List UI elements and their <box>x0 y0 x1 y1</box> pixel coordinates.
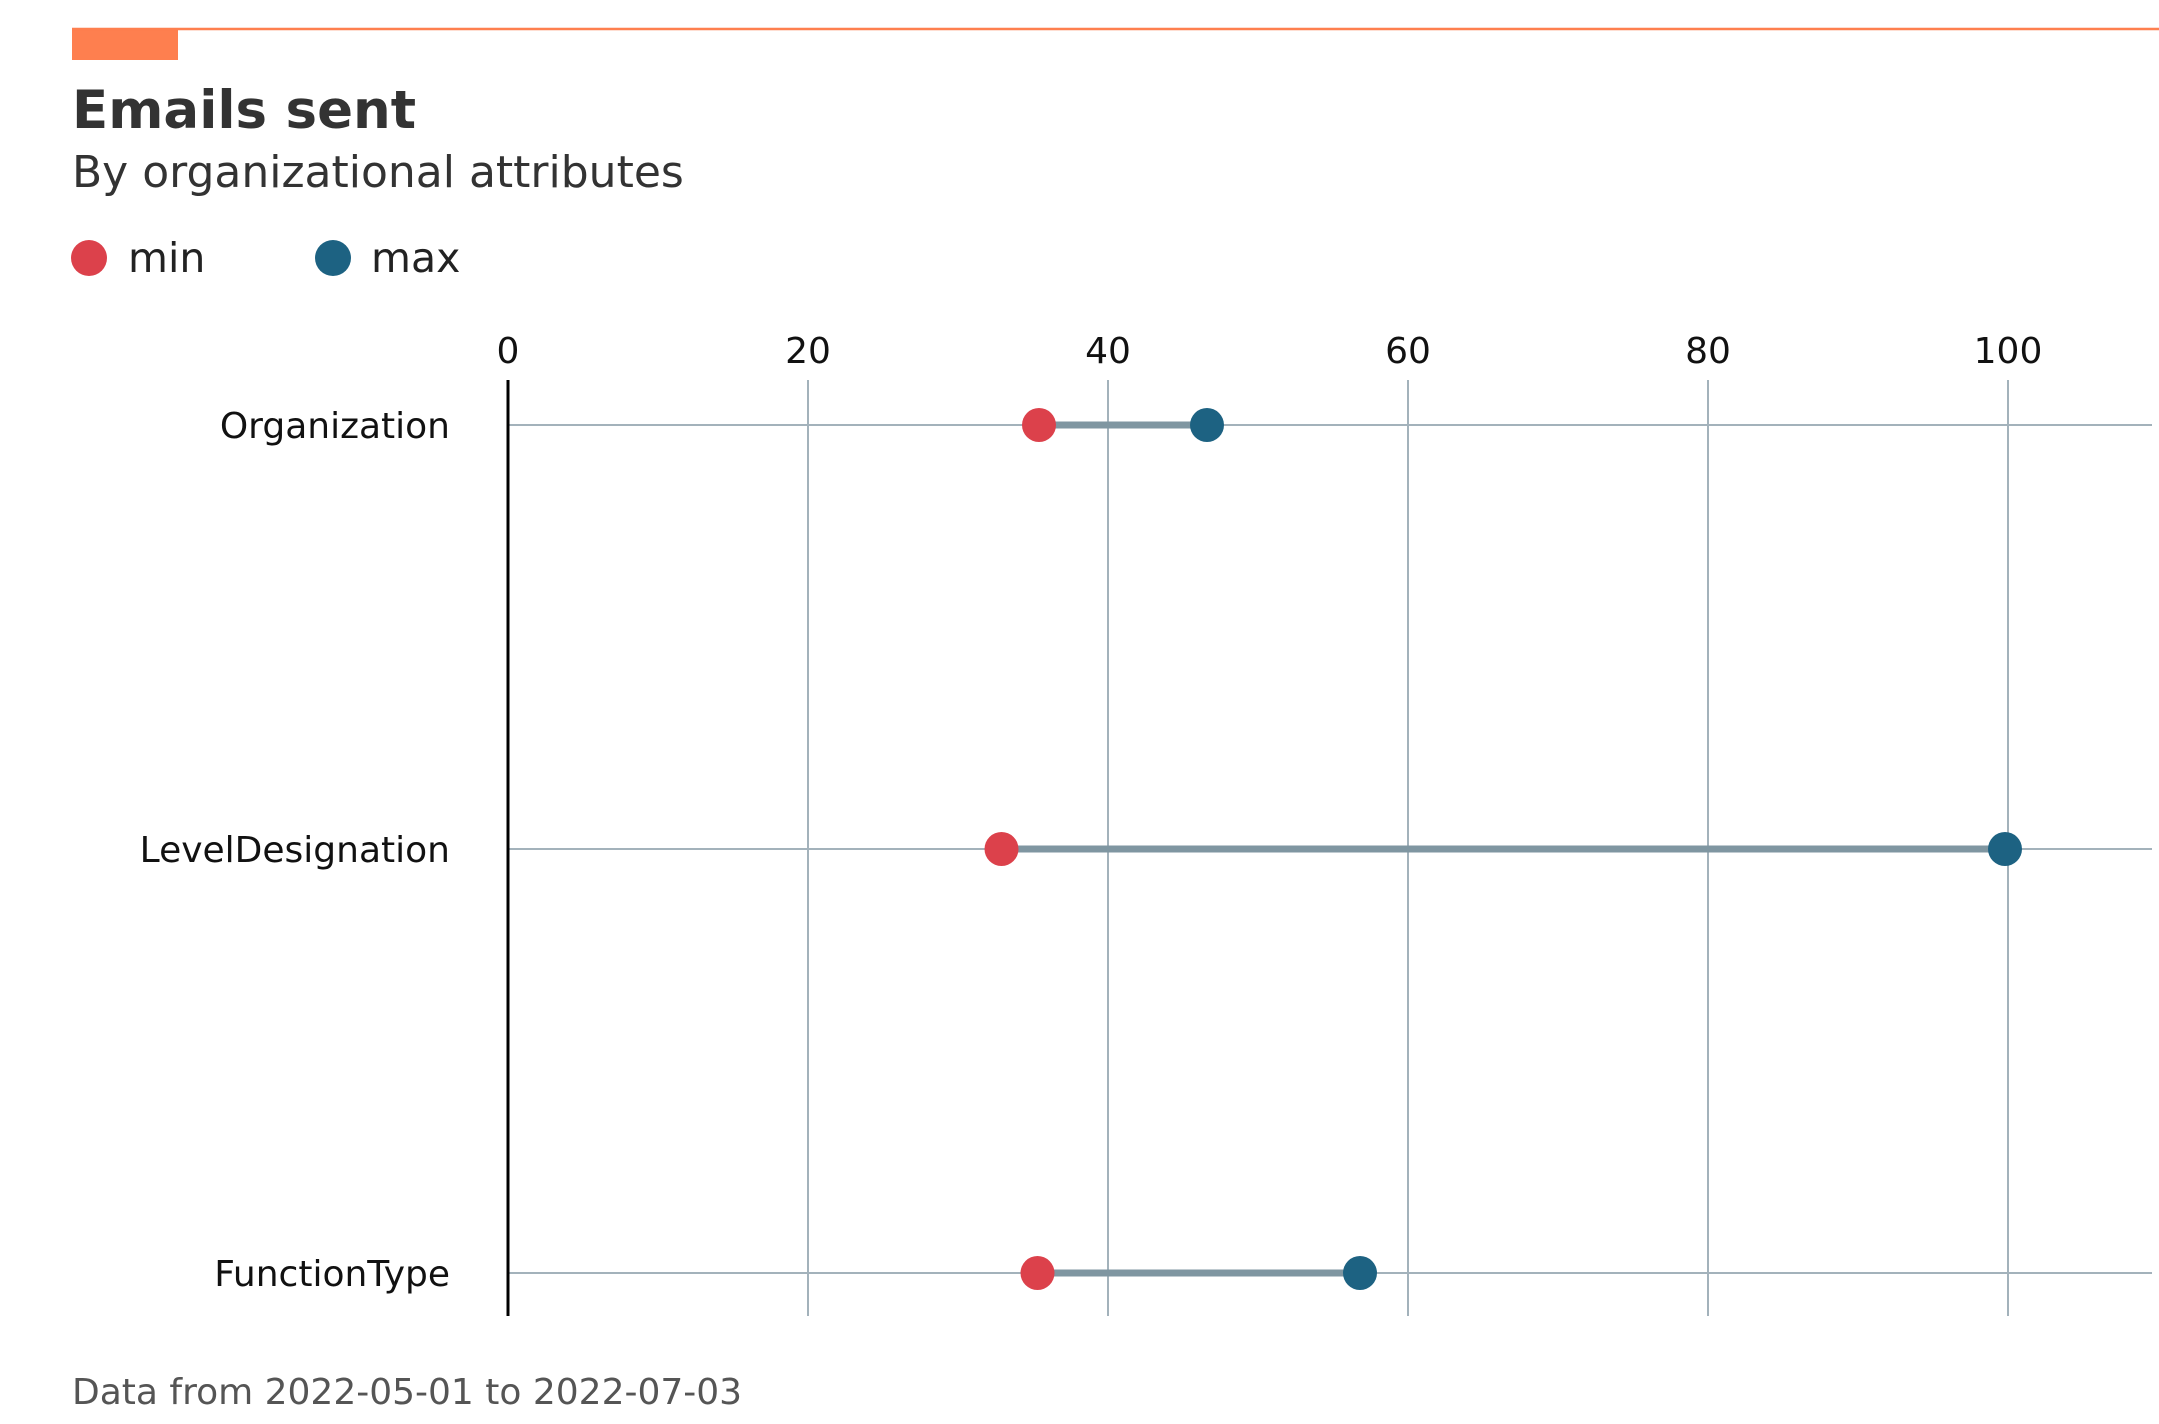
category-label: LevelDesignation <box>140 830 450 871</box>
x-tick-label: 60 <box>1385 331 1431 372</box>
legend-min-marker <box>71 240 107 276</box>
legend-max-marker <box>315 240 351 276</box>
point-min <box>1020 1256 1055 1290</box>
chart-title: Emails sent <box>72 80 416 141</box>
point-max <box>1988 832 2022 866</box>
x-tick-label: 80 <box>1685 331 1731 372</box>
point-max <box>1343 1256 1377 1290</box>
legend-max-label: max <box>371 234 460 282</box>
point-min <box>1022 408 1056 442</box>
plot-area: 0 20 40 60 80 100 Organization LevelDesignation… <box>140 331 2152 1316</box>
x-tick-label: 0 <box>497 331 520 372</box>
x-tick-label: 100 <box>1974 331 2043 372</box>
x-tick-label: 40 <box>1085 331 1131 372</box>
point-min <box>984 832 1019 866</box>
legend-min-label: min <box>128 234 205 282</box>
category-label: Organization <box>220 406 450 447</box>
category-label: FunctionType <box>214 1254 450 1295</box>
accent-block <box>72 29 178 60</box>
chart-subtitle: By organizational attributes <box>72 147 684 198</box>
x-tick-label: 20 <box>785 331 831 372</box>
chart-caption: Data from 2022-05-01 to 2022-07-03 <box>72 1372 742 1413</box>
point-max <box>1190 408 1224 442</box>
legend: min max <box>71 234 460 282</box>
